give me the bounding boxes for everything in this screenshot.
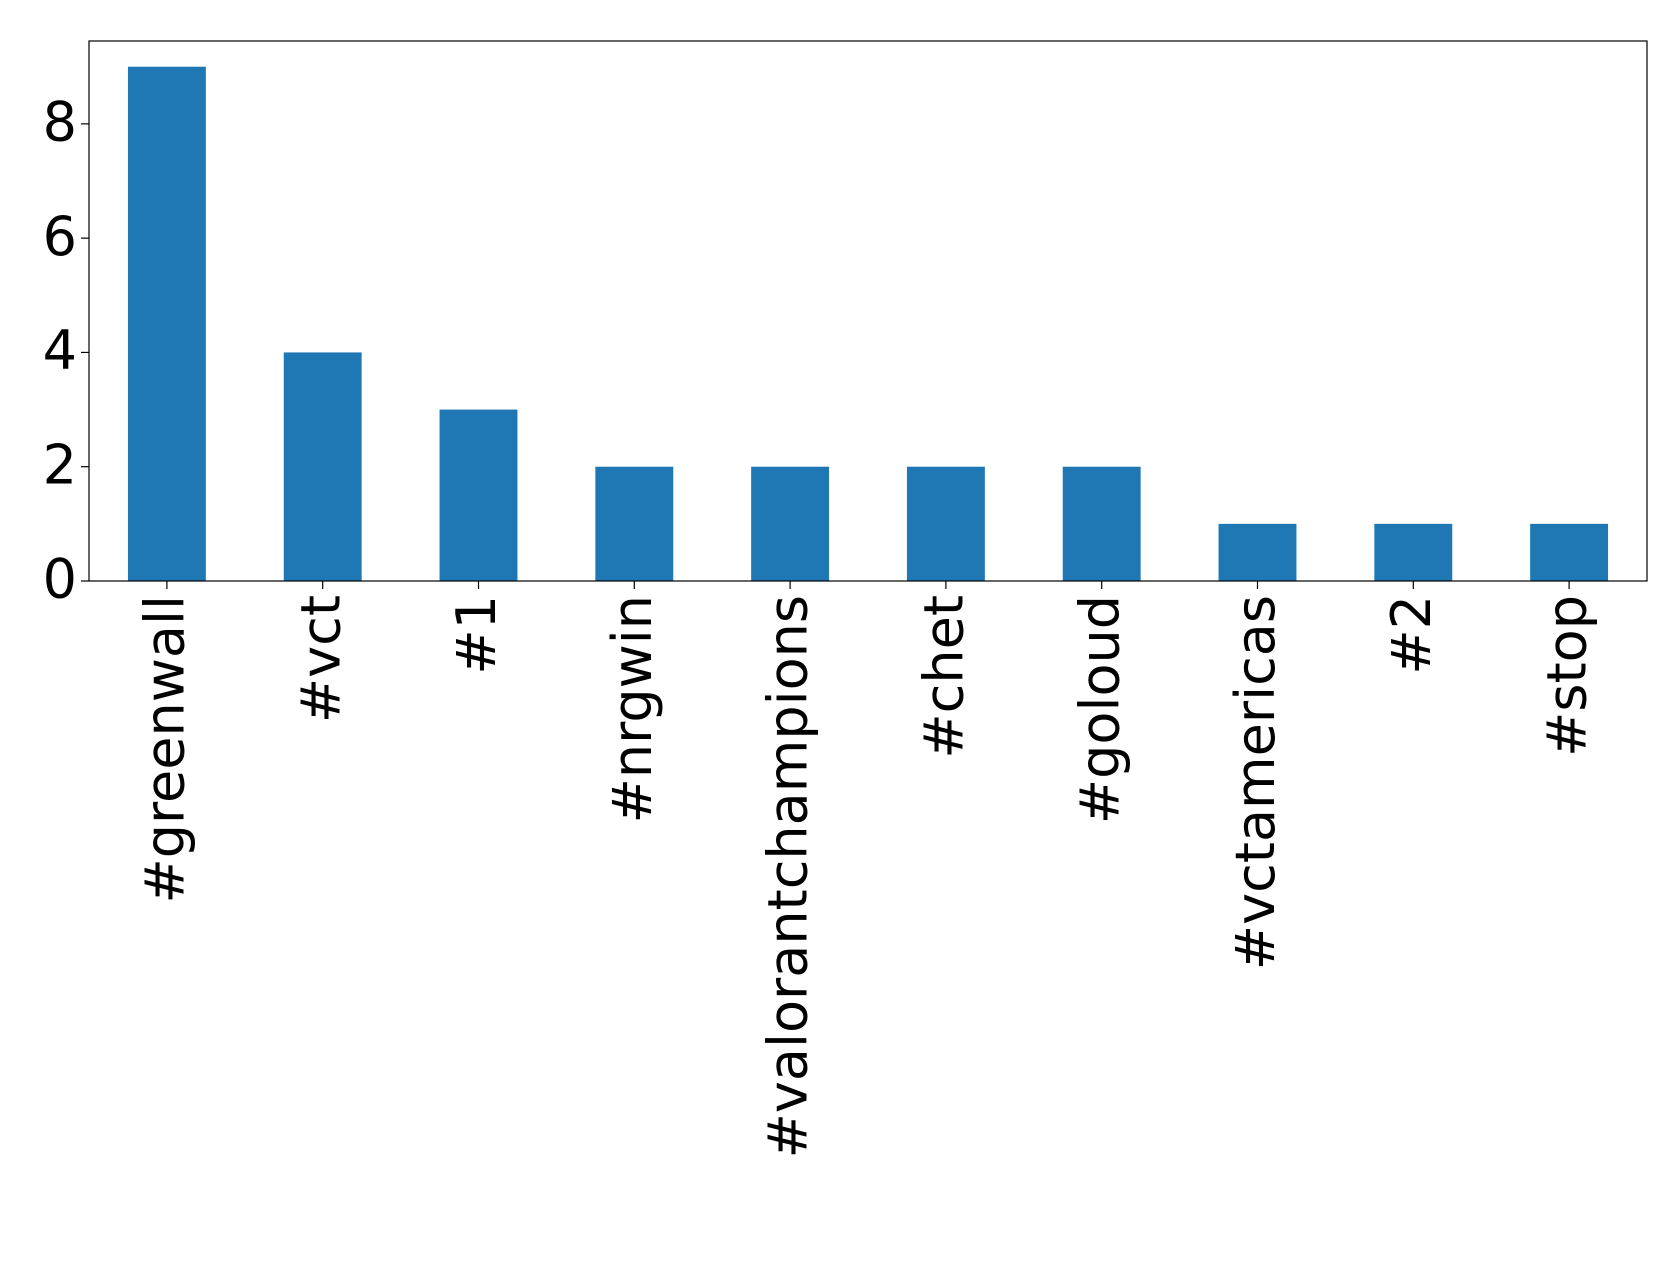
bar [283, 352, 362, 581]
plot-frame [88, 40, 1648, 582]
bar [439, 409, 518, 581]
y-tick-label: 8 [43, 90, 77, 153]
x-tick-label: #2 [1380, 595, 1443, 675]
x-tick-label: #chet [913, 595, 976, 759]
x-tick-label: #1 [445, 595, 508, 675]
x-tick-label: #valorantchampions [757, 595, 820, 1158]
y-tick-label: 4 [43, 319, 77, 382]
bar [127, 66, 206, 581]
y-tick-label: 6 [43, 205, 77, 268]
bar [1530, 523, 1609, 581]
bar [1374, 523, 1453, 581]
x-tick-label: #stop [1536, 595, 1599, 757]
x-tick-label: #vctamericas [1224, 595, 1287, 970]
x-tick-label: #vct [289, 595, 352, 723]
x-tick-label: #goloud [1068, 595, 1131, 824]
bar [906, 466, 985, 581]
bar [751, 466, 830, 581]
bar [1218, 523, 1297, 581]
x-tick-label: #greenwall [134, 595, 197, 903]
y-tick-label: 0 [43, 548, 77, 611]
bar [1062, 466, 1141, 581]
y-tick-label: 2 [43, 433, 77, 496]
bar [595, 466, 674, 581]
x-tick-label: #nrgwin [601, 595, 664, 823]
